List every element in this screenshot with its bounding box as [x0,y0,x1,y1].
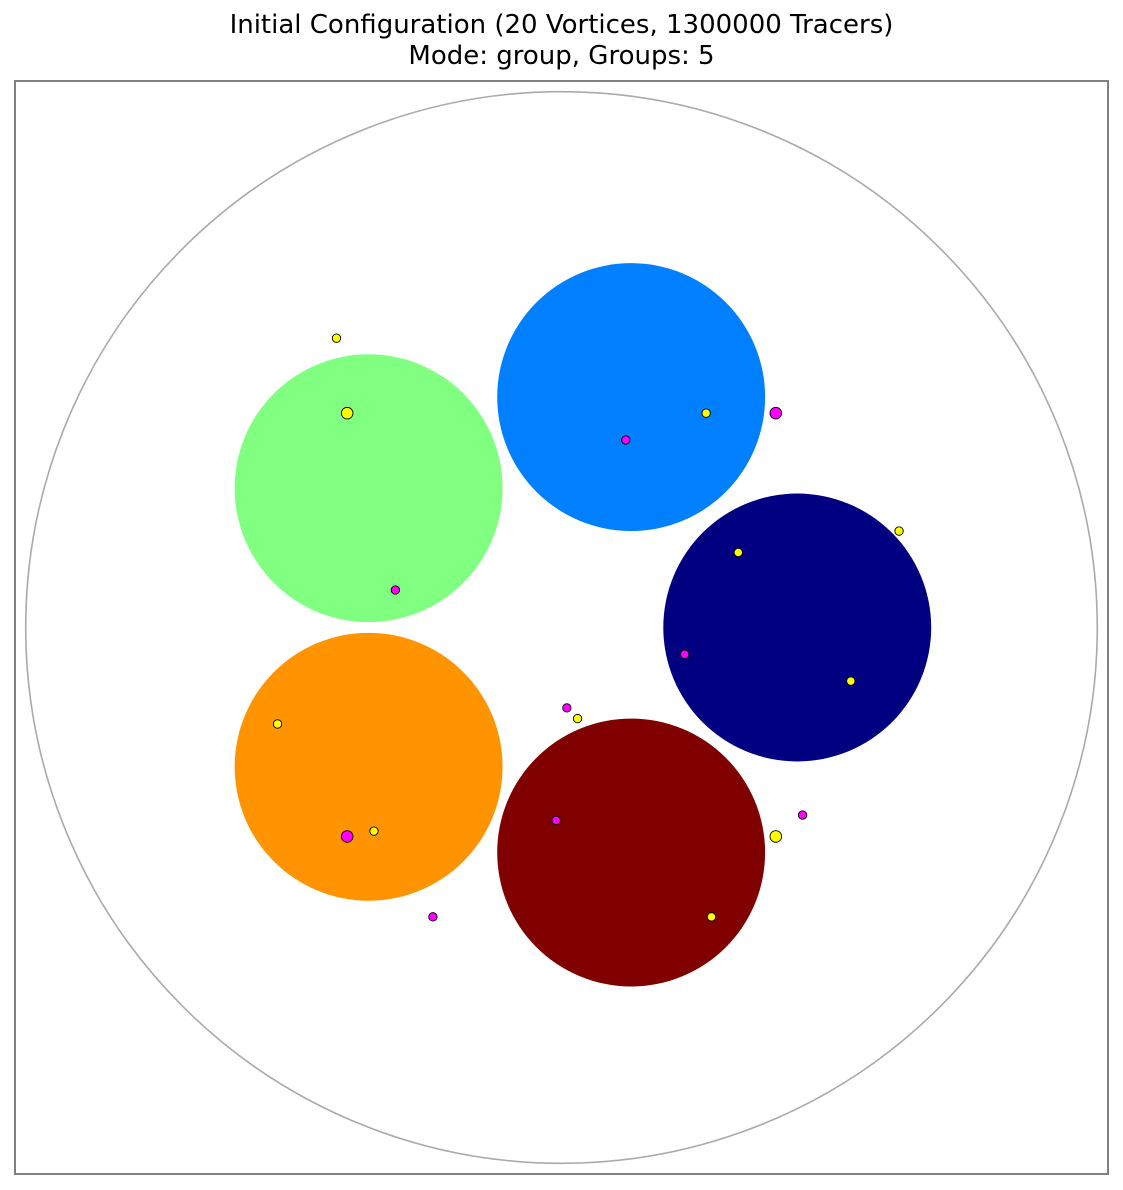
vortex-point-19 [797,810,808,820]
vortex-point-11 [562,703,572,713]
tracer-group-2 [234,354,503,623]
chart-subtitle: Mode: group, Groups: 5 [408,41,715,71]
vortex-point-9 [680,649,690,659]
tracer-group-3 [663,493,932,762]
tracer-group-4 [234,632,503,901]
vortex-point-12 [572,713,583,724]
vortex-point-1 [331,333,342,343]
vortex-point-8 [894,526,904,536]
plot-frame [14,80,1109,1175]
vortex-point-7 [733,547,743,558]
chart-title: Initial Configuration (20 Vortices, 1300… [229,10,894,40]
domain-boundary-circle [24,90,1099,1165]
tracer-group-1 [497,263,766,532]
vortex-point-4 [769,406,783,420]
vortex-point-14 [340,830,354,843]
domain-boundary-layer [24,90,1099,1165]
vortex-point-15 [369,826,379,836]
chart-title-block: Initial Configuration (20 Vortices, 1300… [0,10,1123,72]
vortex-point-16 [428,912,438,922]
vortex-point-18 [769,830,783,843]
vortex-point-20 [706,912,717,922]
vortex-point-10 [846,676,856,686]
vortex-point-13 [272,719,283,729]
vortex-point-17 [551,815,561,826]
tracer-group-5 [497,718,766,987]
vortex-point-2 [340,406,354,420]
vortices-layer [272,333,904,922]
tracer-groups-layer [234,263,932,987]
vortex-point-3 [701,408,711,418]
vortex-point-5 [621,435,631,445]
vortex-point-6 [390,585,401,595]
